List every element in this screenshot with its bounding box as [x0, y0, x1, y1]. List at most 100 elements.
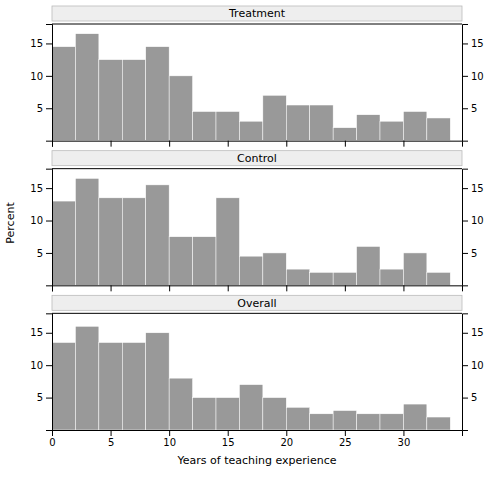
tick-mark [403, 285, 404, 291]
bar [146, 47, 169, 141]
bar [403, 112, 426, 141]
tick-label: 15 [222, 437, 235, 448]
tick-mark [462, 76, 468, 77]
tick: 10 [163, 430, 176, 448]
bar [75, 178, 98, 285]
chart: 5101551015Treatment5101551015ControlPerc… [0, 0, 500, 484]
tick-label: 10 [30, 360, 43, 371]
bar [239, 256, 262, 285]
bar [286, 407, 309, 430]
tick-mark [111, 141, 112, 147]
tick [403, 141, 404, 147]
bar [427, 272, 450, 285]
tick: 10 [462, 215, 484, 226]
tick-label: 10 [471, 71, 484, 82]
tick: 30 [398, 430, 411, 448]
bar [169, 378, 192, 430]
tick-mark [462, 253, 468, 254]
axis-line [463, 25, 469, 142]
tick-label: 15 [30, 38, 43, 49]
title: Treatment [228, 7, 286, 20]
tick [228, 285, 229, 291]
tick: 0 [49, 430, 55, 448]
tick-mark [228, 430, 229, 436]
panel: 5 10 15 5 10 15 [30, 24, 483, 147]
tick-mark [286, 430, 287, 436]
tick: 10 [462, 360, 484, 371]
tick: 10 [30, 215, 52, 226]
axis-line [463, 169, 469, 286]
tick-label: 10 [30, 215, 43, 226]
tick-mark [403, 141, 404, 147]
tick [169, 285, 170, 291]
bar [52, 343, 75, 431]
bar [263, 253, 286, 285]
tick: 15 [462, 327, 484, 338]
tick [169, 141, 170, 147]
frame-line [52, 313, 462, 314]
bar [333, 128, 356, 141]
tick-label: 0 [49, 437, 55, 448]
axis-line [53, 431, 463, 437]
tick: 10 [30, 360, 52, 371]
bar [99, 343, 122, 431]
panel: 0510152025305101551015 [30, 313, 483, 448]
axis-line [46, 314, 53, 431]
tick: 15 [462, 38, 484, 49]
y2-axis: 5 10 15 [462, 25, 484, 142]
bar [380, 269, 403, 285]
bar [216, 112, 239, 141]
bar [403, 404, 426, 430]
axis-line [46, 169, 53, 286]
tick-mark [169, 141, 170, 147]
panel-title: Treatment [52, 6, 462, 21]
bar [427, 118, 450, 141]
tick [345, 285, 346, 291]
tick [286, 285, 287, 291]
tick-mark [462, 398, 468, 399]
title-box [52, 295, 462, 310]
tick: 20 [280, 430, 293, 448]
tick-label: 10 [471, 215, 484, 226]
frame-line [52, 168, 462, 169]
bar [263, 95, 286, 140]
panel: 5101551015 [30, 169, 483, 292]
bar [333, 411, 356, 430]
tick-label: 25 [339, 437, 352, 448]
tick [345, 141, 346, 147]
title: Control [237, 152, 277, 165]
tick: 15 [30, 38, 52, 49]
panel-title: Overall [52, 295, 462, 310]
title-box [52, 6, 462, 21]
tick-mark [345, 141, 346, 147]
bar [52, 47, 75, 141]
tick [403, 285, 404, 291]
tick: 5 [37, 248, 52, 259]
bar [310, 105, 333, 141]
bar [403, 253, 426, 285]
y-axis: 51015 [30, 169, 52, 286]
tick-mark [462, 365, 468, 366]
tick-label: 5 [37, 103, 43, 114]
tick-label: 5 [471, 248, 477, 259]
y-axis: 5 10 15 [30, 25, 52, 142]
bar [169, 76, 192, 141]
bar [286, 105, 309, 141]
tick-mark [46, 108, 52, 109]
tick-mark [169, 285, 170, 291]
bar [193, 112, 216, 141]
tick: 5 [462, 103, 477, 114]
bar [427, 417, 450, 430]
bar [99, 60, 122, 141]
tick: 25 [339, 430, 352, 448]
frame-line [52, 24, 462, 25]
tick-mark [228, 141, 229, 147]
title-box [52, 151, 462, 166]
tick-mark [286, 285, 287, 291]
tick [286, 141, 287, 147]
tick: 10 [30, 71, 52, 82]
tick-label: 30 [398, 437, 411, 448]
tick-label: 15 [471, 327, 484, 338]
bars [52, 326, 450, 430]
x-axis: 051015202530 [49, 430, 462, 448]
